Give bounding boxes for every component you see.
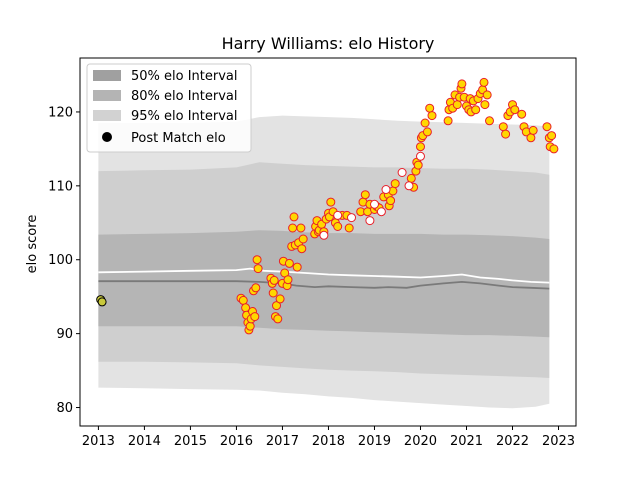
median-line xyxy=(98,280,550,290)
data-point-0-12 xyxy=(250,312,260,322)
data-point-0-14 xyxy=(252,255,262,265)
data-point-0-120 xyxy=(549,144,559,154)
data-point-0-52 xyxy=(333,222,343,231)
data-point-0-13 xyxy=(251,283,261,293)
legend-swatch-80 xyxy=(93,90,121,101)
data-point-0-23 xyxy=(275,294,285,304)
data-point-0-79 xyxy=(422,127,432,137)
data-point-0-37 xyxy=(297,244,307,254)
data-point-0-87 xyxy=(452,100,462,110)
data-point-1-8 xyxy=(404,181,414,191)
x-tick-label-2023: 2023 xyxy=(542,434,575,449)
y-axis-label: elo score xyxy=(25,215,40,274)
data-point-1-1 xyxy=(333,210,343,220)
data-point-0-80 xyxy=(425,103,435,113)
legend-label-80: 80% elo Interval xyxy=(131,89,238,104)
data-point-0-69 xyxy=(390,179,400,189)
x-tick-label-2017: 2017 xyxy=(266,434,299,449)
data-point-0-55 xyxy=(344,223,354,233)
data-point-0-82 xyxy=(443,116,453,126)
legend: 50% elo Interval 80% elo Interval 95% el… xyxy=(86,63,252,153)
y-axis: 80 90 100 110 120 xyxy=(48,105,80,416)
interval-bands xyxy=(98,115,550,409)
x-tick-label-2022: 2022 xyxy=(496,434,529,449)
data-point-0-32 xyxy=(289,212,299,222)
data-point-0-116 xyxy=(542,122,552,132)
legend-box xyxy=(86,63,252,153)
data-point-0-78 xyxy=(420,118,430,128)
data-point-0-28 xyxy=(283,275,293,285)
mean-line xyxy=(98,267,550,284)
data-point-0-75 xyxy=(416,142,425,152)
data-point-0-110 xyxy=(510,105,520,115)
data-point-0-22 xyxy=(273,314,283,324)
legend-swatch-95 xyxy=(93,110,121,121)
data-point-0-103 xyxy=(482,90,492,100)
data-point-0-49 xyxy=(326,197,336,207)
data-point-1-6 xyxy=(381,185,391,194)
y-tick-label-90: 90 xyxy=(56,327,73,342)
data-point-0-15 xyxy=(253,264,263,274)
data-point-0-101 xyxy=(479,77,489,87)
legend-label-50: 50% elo Interval xyxy=(131,69,238,84)
data-point-1-4 xyxy=(370,199,379,209)
y-tick-label-120: 120 xyxy=(48,105,73,120)
data-point-0-34 xyxy=(292,262,302,272)
legend-marker-post-match xyxy=(102,132,112,142)
data-point-0-111 xyxy=(517,109,527,119)
chart-title: Harry Williams: elo History xyxy=(222,34,435,53)
data-point-0-3 xyxy=(238,295,248,305)
data-point-0-18 xyxy=(268,288,278,298)
data-point-0-1 xyxy=(97,297,107,307)
data-point-0-36 xyxy=(296,223,306,233)
data-point-0-105 xyxy=(498,122,508,132)
data-point-0-29 xyxy=(284,258,294,268)
x-tick-label-2016: 2016 xyxy=(220,434,253,449)
x-tick-label-2013: 2013 xyxy=(82,434,115,449)
data-point-0-74 xyxy=(413,160,423,170)
x-tick-label-2018: 2018 xyxy=(312,434,345,449)
data-point-0-70 xyxy=(406,173,416,183)
data-point-0-106 xyxy=(501,129,511,139)
y-tick-label-110: 110 xyxy=(48,179,73,194)
data-point-0-119 xyxy=(547,131,557,141)
data-point-1-3 xyxy=(365,216,375,226)
data-point-0-21 xyxy=(272,301,281,311)
x-tick-label-2014: 2014 xyxy=(128,434,161,449)
data-point-1-0 xyxy=(319,230,329,240)
data-point-0-90 xyxy=(457,79,467,89)
data-point-0-97 xyxy=(471,105,481,115)
x-axis: 2013 2014 2015 2016 2017 2018 2019 2020 2021 2022… xyxy=(82,426,575,449)
data-point-0-67 xyxy=(386,196,396,206)
data-point-0-38 xyxy=(298,234,308,244)
data-point-0-31 xyxy=(288,223,298,233)
data-point-0-114 xyxy=(526,133,536,143)
data-point-0-115 xyxy=(528,125,538,135)
data-point-1-5 xyxy=(376,207,386,217)
data-point-0-58 xyxy=(360,190,370,200)
x-tick-label-2021: 2021 xyxy=(450,434,483,449)
legend-swatch-50 xyxy=(93,70,121,81)
x-tick-label-2015: 2015 xyxy=(174,434,207,449)
x-tick-label-2019: 2019 xyxy=(358,434,391,449)
data-point-1-7 xyxy=(397,168,407,177)
data-point-0-8 xyxy=(245,321,255,331)
data-point-1-2 xyxy=(347,213,356,223)
x-tick-label-2020: 2020 xyxy=(404,434,437,449)
data-point-0-102 xyxy=(480,100,490,110)
y-tick-label-80: 80 xyxy=(56,401,73,416)
data-point-1-9 xyxy=(416,151,425,161)
data-point-0-81 xyxy=(427,111,437,121)
data-point-0-19 xyxy=(269,275,279,285)
legend-label-post-match: Post Match elo xyxy=(131,131,226,146)
data-points xyxy=(96,77,559,335)
y-tick-label-100: 100 xyxy=(48,253,73,268)
legend-label-95: 95% elo Interval xyxy=(131,109,238,124)
data-point-0-104 xyxy=(485,116,494,126)
trend-lines xyxy=(98,267,550,290)
band-50-interval xyxy=(98,230,550,338)
